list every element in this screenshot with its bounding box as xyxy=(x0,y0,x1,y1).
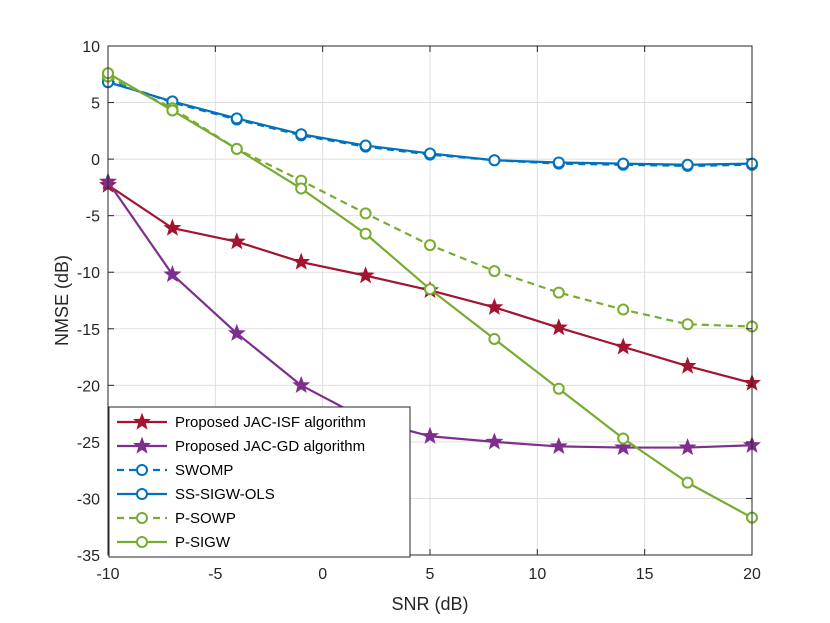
data-point xyxy=(614,438,633,456)
x-tick-label: 5 xyxy=(426,566,435,583)
legend-marker xyxy=(136,464,148,476)
x-tick-label: 0 xyxy=(318,566,327,583)
legend-label: SS-SIGW-OLS xyxy=(175,486,275,503)
data-point xyxy=(230,112,243,125)
legend-label: SWOMP xyxy=(175,462,233,479)
legend-entry: Proposed JAC-GD algorithm xyxy=(117,436,365,455)
y-tick-label: -35 xyxy=(77,548,100,565)
data-point xyxy=(356,266,375,284)
data-point xyxy=(424,147,436,160)
data-point xyxy=(359,139,372,152)
data-point xyxy=(295,182,308,195)
y-tick-label: 0 xyxy=(91,152,100,169)
legend-label: P-SOWP xyxy=(175,510,236,527)
legend-label: Proposed JAC-GD algorithm xyxy=(175,438,365,455)
x-tick-label: 20 xyxy=(743,566,761,583)
data-point xyxy=(166,104,179,117)
data-point xyxy=(488,265,501,278)
data-point xyxy=(617,157,630,170)
series-p-sigw xyxy=(102,67,758,524)
y-tick-label: -25 xyxy=(77,435,100,452)
data-point xyxy=(292,375,311,393)
data-point xyxy=(552,156,565,169)
y-tick-label: -30 xyxy=(77,491,100,508)
legend-entry: Proposed JAC-ISF algorithm xyxy=(117,412,366,431)
data-point xyxy=(359,207,372,220)
legend: Proposed JAC-ISF algorithm Proposed JAC-G… xyxy=(108,406,411,558)
data-point xyxy=(424,239,436,252)
legend-entry: SS-SIGW-OLS xyxy=(117,486,275,503)
data-point xyxy=(230,142,243,155)
legend-box xyxy=(108,406,411,558)
data-point xyxy=(678,438,697,456)
data-point xyxy=(681,158,694,171)
y-tick-label: -20 xyxy=(77,378,100,395)
data-point xyxy=(421,426,439,444)
data-point xyxy=(614,337,633,355)
legend-entry: P-SOWP xyxy=(117,510,236,527)
y-tick-label: 10 xyxy=(82,39,100,56)
legend-marker xyxy=(136,536,148,548)
data-point xyxy=(552,286,565,299)
axes: -10 -5 0 5 10 15 20 10 5 0 -5 -10 -15 -20 -25 -30 -35 xyxy=(77,39,761,583)
x-tick-label: 10 xyxy=(528,566,546,583)
data-point xyxy=(488,332,501,345)
data-point xyxy=(549,436,568,455)
data-point xyxy=(552,382,565,395)
y-axis-title: NMSE (dB) xyxy=(52,255,72,346)
y-tick-label: -5 xyxy=(86,209,100,226)
y-tick-label: -15 xyxy=(77,322,100,339)
x-tick-label: -5 xyxy=(208,566,222,583)
x-axis-title: SNR (dB) xyxy=(391,594,468,614)
data-point xyxy=(681,476,694,489)
legend-entry: SWOMP xyxy=(117,462,233,479)
data-point xyxy=(681,318,694,331)
legend-entry: P-SIGW xyxy=(117,534,231,551)
data-point xyxy=(163,218,182,236)
data-point xyxy=(227,232,246,250)
data-point xyxy=(678,356,697,374)
data-point xyxy=(163,265,182,283)
legend-marker xyxy=(136,512,148,524)
data-point xyxy=(359,227,372,240)
legend-marker xyxy=(136,488,148,500)
data-point xyxy=(549,318,568,336)
legend-label: P-SIGW xyxy=(175,534,231,551)
data-point xyxy=(227,323,246,341)
x-tick-label: 15 xyxy=(636,566,654,583)
data-point xyxy=(424,283,436,296)
x-tick-label: -10 xyxy=(96,566,119,583)
data-point xyxy=(617,432,630,445)
data-point xyxy=(292,252,311,270)
legend-marker xyxy=(133,436,151,454)
data-point xyxy=(485,297,504,315)
data-point xyxy=(485,432,504,450)
data-point xyxy=(295,128,308,141)
y-tick-label: 5 xyxy=(91,96,100,113)
data-point xyxy=(488,154,501,167)
legend-marker xyxy=(133,412,151,430)
y-tick-label: -10 xyxy=(77,265,100,282)
legend-label: Proposed JAC-ISF algorithm xyxy=(175,414,366,431)
data-point xyxy=(617,303,630,316)
